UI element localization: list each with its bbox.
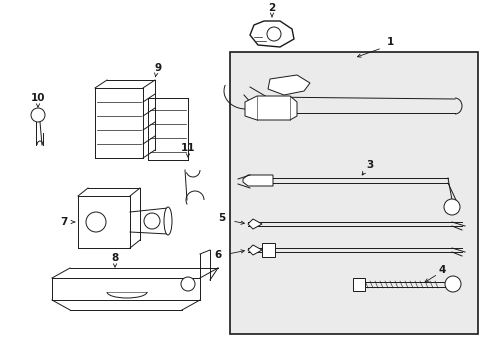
Circle shape [143, 213, 160, 229]
Text: 6: 6 [214, 250, 221, 260]
Bar [229, 52, 477, 334]
Text: 7: 7 [60, 217, 67, 227]
Text: 10: 10 [31, 93, 45, 103]
Text: 11: 11 [181, 143, 195, 153]
Circle shape [266, 27, 281, 41]
Polygon shape [243, 175, 272, 186]
Circle shape [86, 212, 106, 232]
Ellipse shape [163, 207, 172, 235]
Text: 8: 8 [111, 253, 119, 263]
Text: 9: 9 [154, 63, 161, 73]
Text: 2: 2 [268, 3, 275, 13]
Polygon shape [352, 278, 364, 291]
Polygon shape [262, 243, 274, 257]
Polygon shape [247, 245, 262, 255]
Circle shape [181, 277, 195, 291]
Circle shape [444, 276, 460, 292]
Circle shape [31, 108, 45, 122]
Polygon shape [244, 96, 296, 120]
Polygon shape [267, 75, 309, 95]
Text: 4: 4 [437, 265, 445, 275]
Text: 3: 3 [366, 160, 373, 170]
Polygon shape [247, 219, 262, 229]
Polygon shape [249, 21, 293, 47]
Text: 1: 1 [386, 37, 393, 47]
Text: 5: 5 [218, 213, 225, 223]
Circle shape [443, 199, 459, 215]
